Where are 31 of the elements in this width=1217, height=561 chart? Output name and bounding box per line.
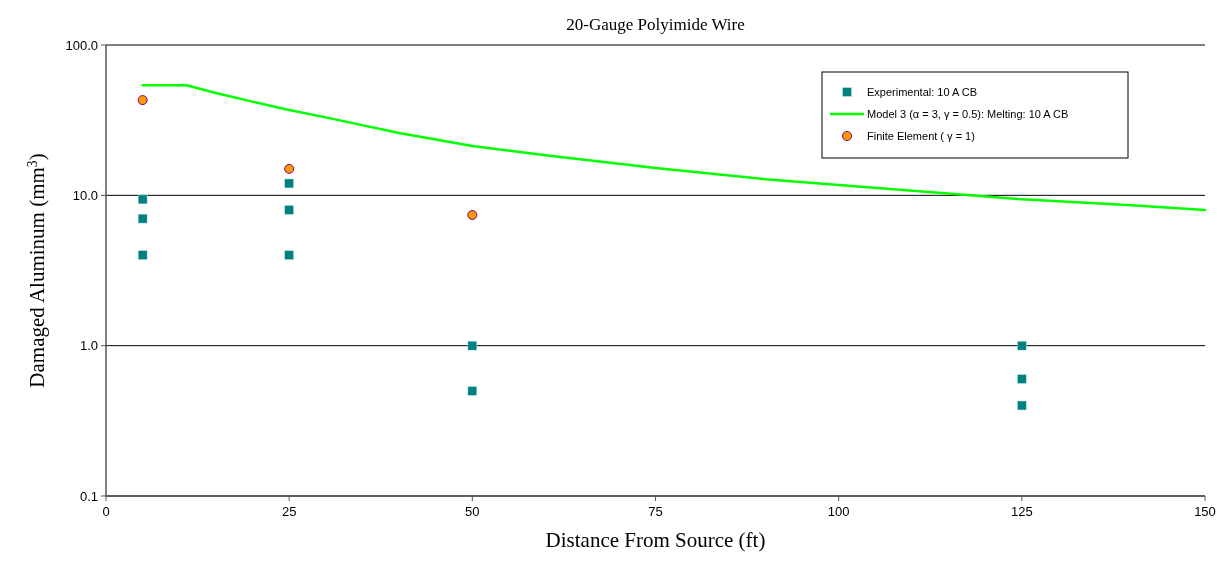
legend-label: Experimental: 10 A CB	[867, 86, 978, 98]
y-tick-label: 1.0	[79, 338, 98, 354]
x-tick-label: 50	[465, 504, 480, 519]
chart-title: 20-Gauge Polyimide Wire	[566, 15, 745, 34]
x-tick-label: 0	[102, 504, 110, 519]
point	[467, 340, 478, 351]
point	[467, 386, 478, 396]
x-tick-label: 150	[1194, 504, 1216, 519]
x-tick-label: 100	[827, 504, 850, 519]
point	[284, 205, 294, 215]
y-tick-label: 100.0	[65, 37, 98, 53]
x-axis-title: Distance From Source (ft)	[545, 528, 766, 552]
point	[284, 163, 295, 174]
point	[137, 250, 148, 260]
x-tick-label: 75	[648, 504, 663, 519]
x-tick-label: 25	[281, 504, 297, 519]
point	[1017, 400, 1027, 411]
y-tick-label: 10.0	[72, 187, 98, 203]
point	[284, 178, 294, 189]
point	[137, 194, 148, 205]
point	[137, 95, 148, 106]
legend-label: Finite Element ( γ = 1)	[867, 130, 975, 142]
point	[1017, 340, 1027, 351]
line-series	[141, 83, 1207, 212]
y-tick-label: 0.1	[79, 488, 98, 504]
point	[137, 213, 148, 224]
point	[467, 209, 478, 220]
legend-label: Model 3 (α = 3, γ = 0.5): Melting: 10 A CB	[867, 108, 1069, 120]
point	[284, 250, 294, 260]
x-tick-label: 125	[1010, 504, 1033, 519]
point	[1017, 374, 1027, 384]
